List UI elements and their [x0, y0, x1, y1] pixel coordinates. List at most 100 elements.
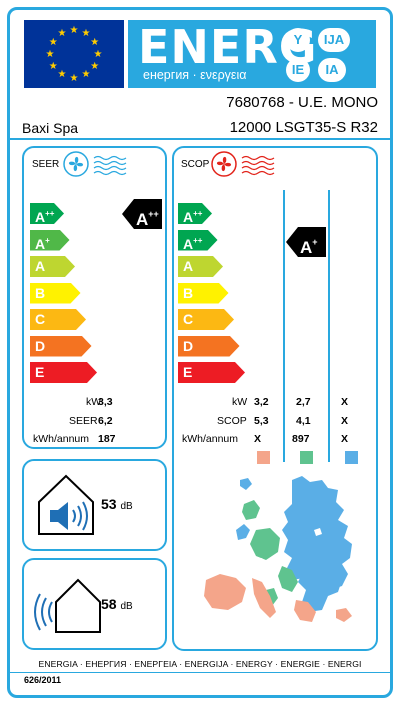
scop-class-bar: B — [178, 283, 229, 304]
scop-class-bar: D — [178, 336, 240, 357]
scop-class-bar: C — [178, 309, 234, 330]
eu-star-icon: ★ — [93, 48, 103, 60]
cooling-fan-icon — [63, 151, 127, 177]
seer-rating-sup: ++ — [148, 209, 159, 219]
scop-value: X — [254, 433, 262, 445]
lang-badge: IJA — [318, 28, 350, 52]
scop-class-letter: A — [183, 209, 194, 225]
eu-star-icon: ★ — [69, 24, 79, 36]
seer-class-bar: A++ — [30, 203, 64, 224]
scop-rating-letter: A — [300, 238, 313, 257]
seer-row-value: 3,3 — [98, 396, 113, 408]
lang-badge: IE — [286, 58, 310, 82]
indoor-db-number: 53 — [101, 496, 117, 512]
seer-class-letter: A — [35, 258, 46, 274]
eu-star-icon: ★ — [57, 69, 67, 81]
scop-class-letter: B — [183, 284, 194, 301]
column-divider — [328, 190, 330, 462]
seer-row-label: SEER — [69, 415, 98, 427]
label-frame — [7, 7, 393, 698]
seer-rating-letter: A — [136, 210, 149, 229]
scop-class-letter: A — [183, 235, 194, 252]
outdoor-noise-value: 58 dB — [101, 596, 133, 612]
seer-class-sup: ++ — [45, 209, 55, 218]
eu-flag-icon: ★ ★ ★ ★ ★ ★ ★ ★ ★ ★ ★ ★ — [24, 20, 124, 88]
eu-star-icon: ★ — [90, 60, 100, 72]
scop-value: X — [341, 415, 349, 427]
seer-class-bar: C — [30, 309, 86, 330]
indoor-unit-house-icon — [38, 474, 94, 535]
model-line-2: 12000 LSGT35-S R32 — [229, 119, 378, 136]
scop-class-letter: A — [183, 258, 194, 274]
footer-divider — [10, 672, 390, 673]
eu-star-icon: ★ — [81, 69, 91, 81]
eu-star-icon: ★ — [48, 36, 58, 48]
scop-value: X — [341, 396, 349, 408]
indoor-db-unit: dB — [120, 501, 133, 512]
seer-class-sup: + — [45, 235, 50, 245]
scop-class-letter: E — [183, 364, 193, 380]
scop-row-label: kWh/annum — [182, 433, 239, 445]
scop-class-sup: ++ — [193, 235, 203, 245]
outdoor-unit-house-icon — [34, 578, 101, 633]
eu-star-icon: ★ — [48, 60, 58, 72]
seer-class-bar: A+ — [30, 230, 70, 251]
seer-class-bar: A — [30, 256, 75, 277]
europe-climate-map — [204, 476, 352, 622]
average-zone-swatch — [300, 451, 313, 464]
scop-class-letter: C — [183, 311, 194, 327]
model-line-1: 7680768 - U.E. MONO — [226, 94, 378, 111]
outdoor-noise-panel — [22, 558, 167, 650]
seer-row-label: kW — [86, 396, 102, 408]
scop-class-sup: ++ — [193, 209, 203, 218]
scop-value: 4,1 — [296, 415, 311, 427]
indoor-noise-panel — [22, 459, 167, 551]
seer-class-letter: B — [35, 284, 46, 301]
seer-class-letter: D — [35, 337, 46, 354]
eu-star-icon: ★ — [81, 27, 91, 39]
lang-badge: IA — [318, 58, 346, 82]
cold-zone-swatch — [345, 451, 358, 464]
scop-value: X — [341, 433, 349, 445]
seer-class-bar: D — [30, 336, 92, 357]
outdoor-db-unit: dB — [120, 601, 133, 612]
scop-value: 2,7 — [296, 396, 311, 408]
scop-row-label: kW — [232, 396, 248, 408]
seer-class-letter: A — [35, 209, 46, 225]
scop-class-bar: A++ — [178, 203, 212, 224]
energy-word: ENERG — [138, 20, 318, 74]
eu-star-icon: ★ — [57, 27, 67, 39]
seer-title: SEER — [32, 159, 60, 170]
warm-zone-swatch — [257, 451, 270, 464]
energy-languages-footer: ENERGIA · ЕНЕРГИЯ · ΕΝΕΡΓΕΙΑ · ENERGIJA … — [38, 659, 362, 669]
scop-panel — [172, 146, 378, 651]
heating-fan-icon — [211, 151, 275, 177]
energy-subtitle: енергия · ενεργεια — [143, 68, 247, 82]
outdoor-db-number: 58 — [101, 596, 117, 612]
seer-row-value: 187 — [98, 433, 116, 445]
scop-value: 3,2 — [254, 396, 269, 408]
header-divider — [10, 138, 390, 140]
scop-class-bar: E — [178, 362, 245, 383]
seer-class-bar: E — [30, 362, 97, 383]
scop-value: 5,3 — [254, 415, 269, 427]
eu-star-icon: ★ — [45, 48, 55, 60]
warm-zone-region — [204, 574, 352, 622]
seer-class-bar: B — [30, 283, 81, 304]
scop-value: 897 — [292, 433, 310, 445]
seer-row-value: 6,2 — [98, 415, 113, 427]
scop-row-label: SCOP — [217, 415, 247, 427]
scop-title: SCOP — [181, 159, 210, 170]
indoor-noise-value: 53 dB — [101, 496, 133, 512]
column-divider — [283, 190, 285, 462]
eu-star-icon: ★ — [90, 36, 100, 48]
scop-class-letter: D — [183, 337, 194, 354]
seer-class-letter: A — [35, 235, 46, 252]
scop-rating-sup: + — [312, 237, 318, 247]
seer-class-letter: E — [35, 364, 45, 380]
scop-class-bar: A — [178, 256, 223, 277]
seer-panel — [22, 146, 167, 449]
seer-class-letter: C — [35, 311, 46, 327]
lang-badge: Y — [286, 28, 310, 52]
scop-class-bar: A++ — [178, 230, 218, 251]
